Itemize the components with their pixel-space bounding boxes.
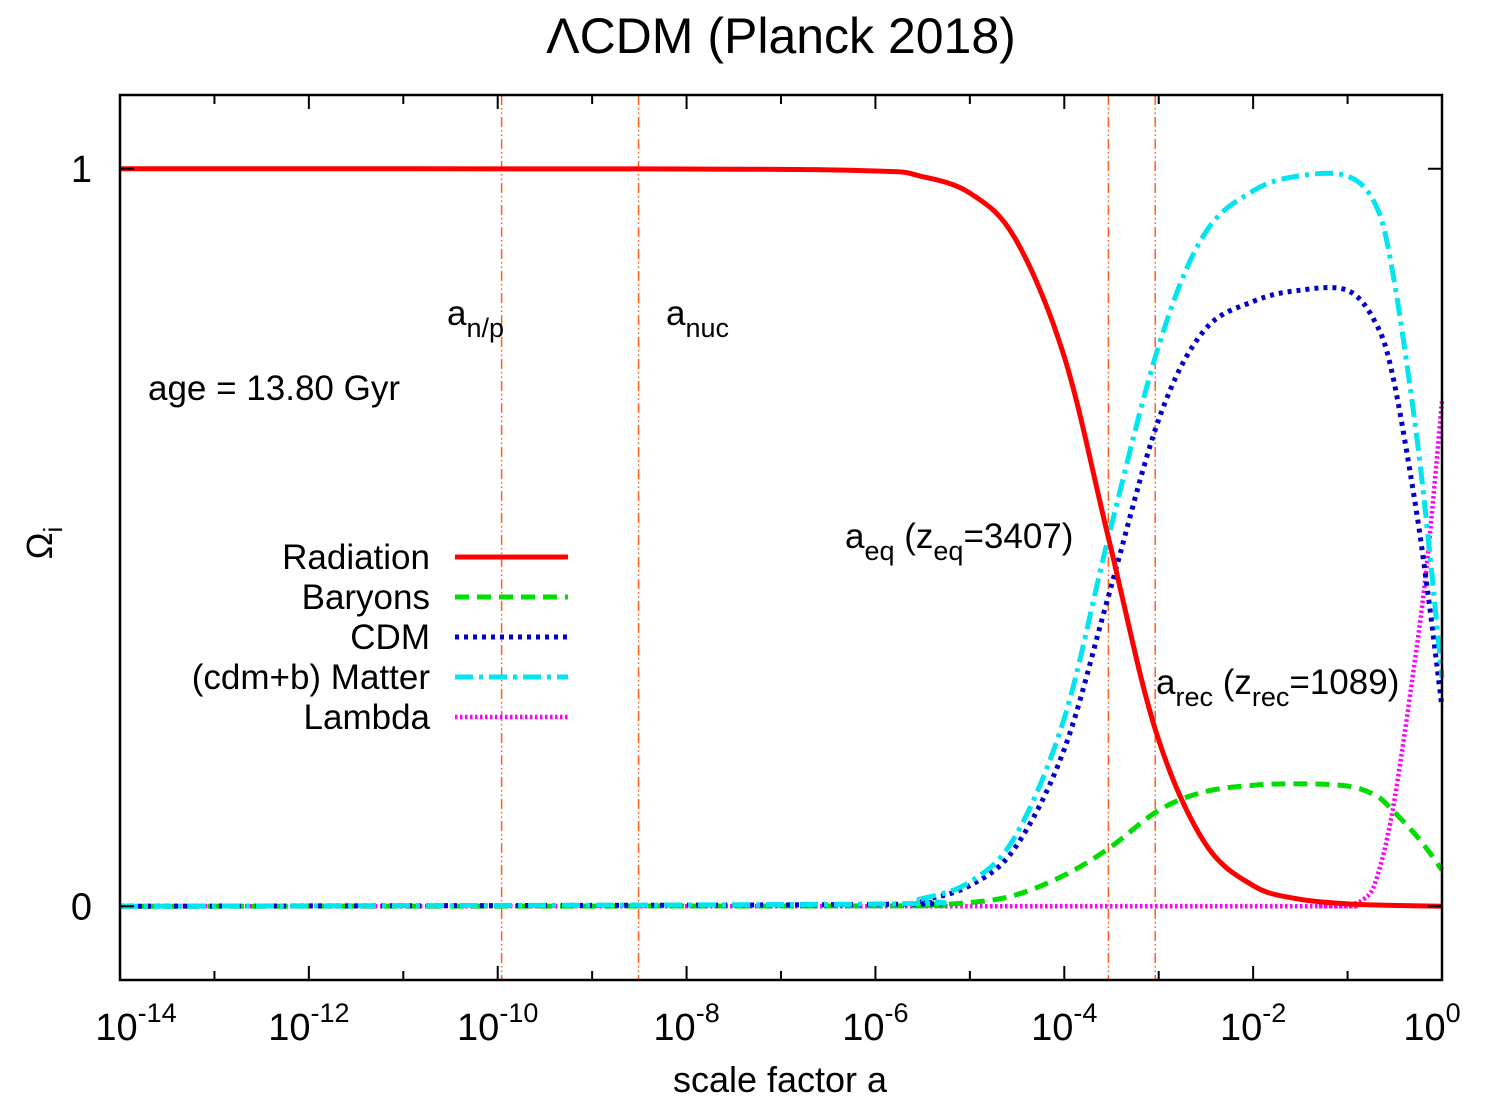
- x-tick-label: 10-14: [95, 998, 176, 1049]
- legend-label-cdm: CDM: [350, 618, 430, 657]
- x-tick-label: 100: [1403, 998, 1460, 1049]
- series-line-lambda: [119, 400, 1445, 909]
- plot-area: [119, 95, 1445, 980]
- y-axis-title-main: Ω: [19, 532, 60, 559]
- plot-frame: [118, 93, 1444, 982]
- x-tick-label: 10-10: [457, 998, 538, 1049]
- legend-label-radiation: Radiation: [282, 538, 430, 577]
- y-tick-label: 1: [71, 149, 92, 191]
- y-axis-title-sub: i: [38, 527, 68, 533]
- series-line-radiation: [119, 166, 1443, 909]
- x-axis-title: scale factor a: [673, 1059, 888, 1100]
- y-axis-title: Ωi: [19, 527, 68, 560]
- chart-title: ΛCDM (Planck 2018): [546, 8, 1016, 64]
- x-tick-label: 10-4: [1031, 998, 1097, 1049]
- x-tick-label: 10-6: [842, 998, 908, 1049]
- legend-label-baryons: Baryons: [302, 578, 430, 617]
- annotation-np: an/p: [447, 294, 504, 343]
- annotation-rec: arec (zrec=1089): [1156, 663, 1399, 712]
- x-tick-label: 10-12: [268, 998, 349, 1049]
- annotation-nuc: anuc: [666, 294, 729, 343]
- legend-label-lambda: Lambda: [304, 698, 431, 737]
- legend-label-cdm-b-matter: (cdm+b) Matter: [192, 658, 431, 697]
- annotation-age: age = 13.80 Gyr: [148, 369, 400, 408]
- axis-ticks: 10-14 10-12 10-10 10-8 10-6 10-4 10-2 100 0 1: [71, 95, 1461, 1049]
- x-tick-label: 10-2: [1220, 998, 1286, 1049]
- series-line-cdm-b-matter: [119, 170, 1445, 909]
- series-line-baryons: [119, 781, 1445, 909]
- y-tick-label: 0: [71, 886, 92, 928]
- x-tick-label: 10-8: [653, 998, 719, 1049]
- annotations: an/p anuc age = 13.80 Gyr aeq (zeq=3407) are…: [148, 294, 1399, 712]
- annotation-eq: aeq (zeq=3407): [845, 517, 1073, 566]
